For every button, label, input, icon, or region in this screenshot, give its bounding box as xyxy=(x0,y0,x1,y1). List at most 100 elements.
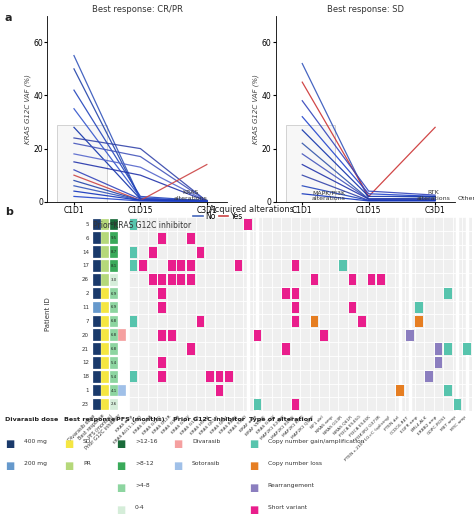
Bar xyxy=(339,260,347,271)
Y-axis label: KRAS G12C VAF (%): KRAS G12C VAF (%) xyxy=(253,74,259,144)
Text: ■: ■ xyxy=(173,439,182,449)
Bar xyxy=(101,302,109,313)
Bar xyxy=(158,330,166,341)
Text: 200 mg: 200 mg xyxy=(24,461,47,466)
Legend: No, Yes: No, Yes xyxy=(190,209,246,224)
Bar xyxy=(93,385,100,396)
Text: KRAS H95N: KRAS H95N xyxy=(190,415,210,435)
Text: Prior G12C inhibitor: Prior G12C inhibitor xyxy=(173,417,245,422)
Bar xyxy=(110,233,118,244)
Text: 7: 7 xyxy=(86,319,89,324)
Bar xyxy=(168,260,175,271)
Bar xyxy=(197,247,204,258)
Text: KRAS G12D: KRAS G12D xyxy=(142,415,162,435)
Bar xyxy=(292,399,299,410)
Text: Other: Other xyxy=(458,196,474,201)
Text: CCDC6-RET: CCDC6-RET xyxy=(389,415,410,435)
Bar xyxy=(101,246,109,258)
Title: Best response: SD: Best response: SD xyxy=(327,5,404,14)
Text: 6.9: 6.9 xyxy=(111,292,117,296)
Bar xyxy=(282,344,290,355)
Text: ■: ■ xyxy=(116,505,126,515)
Text: MET amp: MET amp xyxy=(440,415,457,432)
Text: Type of alteration: Type of alteration xyxy=(249,417,312,422)
Bar xyxy=(93,399,100,410)
Bar xyxy=(158,371,166,383)
Bar xyxy=(311,274,319,286)
Bar xyxy=(216,385,223,396)
Bar xyxy=(292,316,299,327)
Text: Short variant: Short variant xyxy=(268,505,307,510)
Bar xyxy=(110,315,118,327)
Bar xyxy=(158,357,166,368)
Bar xyxy=(149,247,156,258)
Bar xyxy=(406,330,413,341)
Text: KRAS G12A: KRAS G12A xyxy=(133,415,153,435)
Text: 11: 11 xyxy=(82,305,89,310)
Bar xyxy=(110,302,118,313)
Bar xyxy=(425,371,433,383)
Text: KRAS Q61L: KRAS Q61L xyxy=(209,415,229,434)
Title: Best response: CR/PR: Best response: CR/PR xyxy=(91,5,182,14)
Text: KRAS G12S: KRAS G12S xyxy=(161,415,181,435)
Text: 0-4: 0-4 xyxy=(135,505,145,510)
Bar xyxy=(454,399,461,410)
Bar xyxy=(130,260,137,271)
Text: ■: ■ xyxy=(64,461,73,471)
Bar xyxy=(101,260,109,272)
Text: Prior G12C inhibitor: Prior G12C inhibitor xyxy=(84,413,122,451)
Text: SD: SD xyxy=(83,439,91,444)
Text: >8-12: >8-12 xyxy=(135,461,154,466)
Bar xyxy=(118,385,126,396)
Text: Rearrangement: Rearrangement xyxy=(268,483,315,488)
Text: BRAF amp: BRAF amp xyxy=(239,415,257,433)
Bar xyxy=(118,330,126,341)
Text: MAP2K1 E203K: MAP2K1 E203K xyxy=(260,415,286,441)
Text: KRAS G13D: KRAS G13D xyxy=(180,415,201,435)
Bar xyxy=(149,274,156,286)
Text: Prior KRAS G12C inhibitor: Prior KRAS G12C inhibitor xyxy=(93,221,191,230)
Bar xyxy=(187,233,195,244)
Text: 2: 2 xyxy=(86,291,89,296)
Bar xyxy=(101,315,109,327)
Text: 2.6: 2.6 xyxy=(111,402,117,407)
Text: KRAS Y96D: KRAS Y96D xyxy=(228,415,248,435)
Text: 400 mg: 400 mg xyxy=(24,439,46,444)
Text: 6.8: 6.8 xyxy=(111,319,117,323)
Bar xyxy=(110,274,118,286)
Bar xyxy=(101,343,109,355)
Text: NRAS G13R: NRAS G13R xyxy=(322,415,343,435)
Bar xyxy=(93,219,100,230)
Bar xyxy=(254,399,261,410)
Text: Divarasib dose: Divarasib dose xyxy=(67,413,97,443)
Text: EML4-ALK: EML4-ALK xyxy=(411,415,429,433)
Bar xyxy=(435,344,442,355)
Bar xyxy=(416,316,423,327)
Text: KRAS R68S: KRAS R68S xyxy=(219,415,238,434)
Bar xyxy=(444,385,452,396)
Text: ERBB2 amp: ERBB2 amp xyxy=(418,415,438,435)
Text: MYC amp: MYC amp xyxy=(450,415,467,432)
Text: ■: ■ xyxy=(173,461,182,471)
Bar xyxy=(244,219,252,230)
Text: ■: ■ xyxy=(5,439,14,449)
Text: 18: 18 xyxy=(82,374,89,379)
Text: 3.0: 3.0 xyxy=(110,278,117,282)
Bar xyxy=(187,260,195,271)
Text: >12-16: >12-16 xyxy=(135,439,157,444)
Text: ■: ■ xyxy=(249,461,258,471)
Bar xyxy=(130,219,137,230)
Bar xyxy=(101,233,109,244)
Text: 6: 6 xyxy=(86,236,89,241)
Text: Patient ID: Patient ID xyxy=(46,298,51,331)
Bar xyxy=(463,344,471,355)
Bar xyxy=(110,399,118,410)
Bar xyxy=(320,330,328,341)
Text: ■: ■ xyxy=(249,505,258,515)
Bar xyxy=(168,274,175,286)
Bar xyxy=(158,233,166,244)
Bar xyxy=(93,246,100,258)
Bar xyxy=(286,125,336,204)
Text: MAPK/PI3K
alterations: MAPK/PI3K alterations xyxy=(312,190,346,201)
Text: KRAS amp: KRAS amp xyxy=(115,415,134,433)
